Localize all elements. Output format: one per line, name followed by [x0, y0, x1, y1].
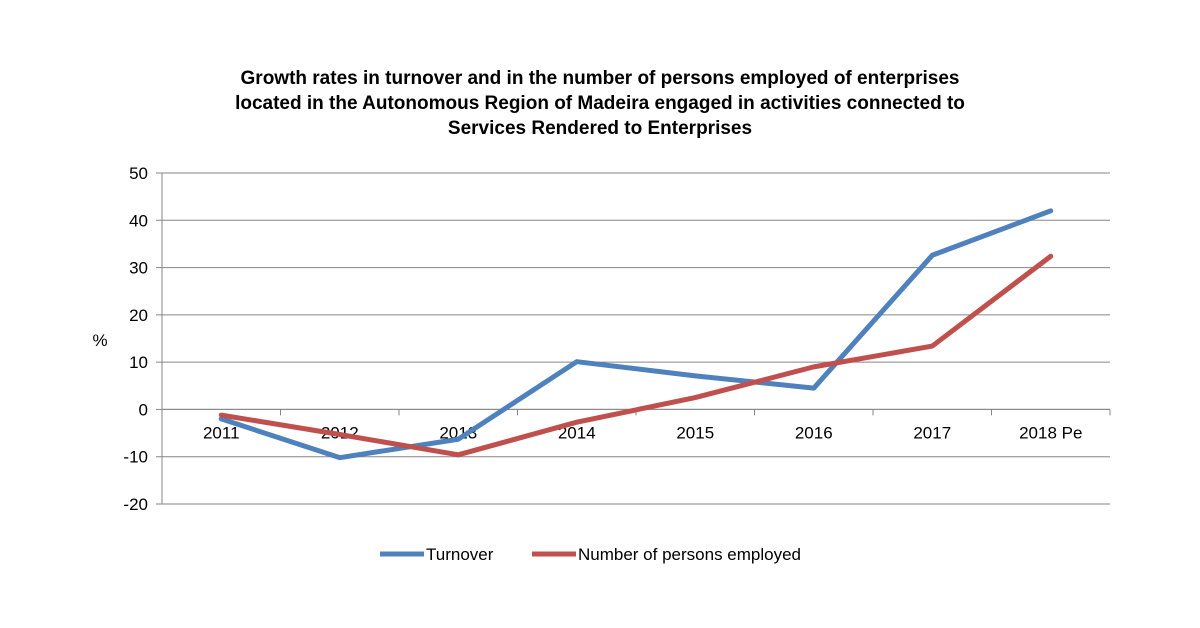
legend-label: Number of persons employed — [578, 545, 801, 564]
x-tick-label: 2014 — [558, 423, 596, 442]
axes — [156, 172, 1111, 505]
x-tick-label: 2013 — [439, 423, 477, 442]
x-tick-label: 2017 — [913, 423, 951, 442]
x-tick-labels: 2011 2012 2013 2014 2015 2016 2017 2018 Pe — [203, 423, 1082, 442]
chart-title-line-2: located in the Autonomous Region of Made… — [235, 93, 965, 114]
y-tick-label: 0 — [139, 400, 148, 419]
x-tick-label: 2016 — [795, 423, 833, 442]
chart-title: Growth rates in turnover and in the numb… — [0, 66, 1200, 141]
chart-title-line-1: Growth rates in turnover and in the numb… — [240, 68, 960, 89]
y-tick-label: 10 — [129, 353, 148, 372]
series-line-turnover — [218, 208, 1054, 461]
legend: Turnover Number of persons employed — [380, 545, 801, 564]
legend-label: Turnover — [426, 545, 494, 564]
series-lines — [218, 208, 1054, 461]
y-tick-label: -10 — [123, 448, 148, 467]
x-tick-label: 2015 — [676, 423, 714, 442]
y-tick-labels: 50 40 30 20 10 0 -10 -20 — [123, 164, 148, 514]
y-tick-label: 20 — [129, 306, 148, 325]
chart-title-line-3: Services Rendered to Enterprises — [447, 118, 753, 139]
x-tick-label: 2018 Pe — [1019, 423, 1082, 442]
series-line-persons-employed — [218, 253, 1054, 458]
y-tick-label: 40 — [129, 211, 148, 230]
y-tick-label: 50 — [129, 164, 148, 183]
gridlines — [162, 172, 1110, 505]
y-axis-label: % — [92, 331, 107, 350]
x-tick-label: 2011 — [203, 423, 240, 442]
y-tick-label: 30 — [129, 259, 148, 278]
y-tick-label: -20 — [123, 495, 148, 514]
